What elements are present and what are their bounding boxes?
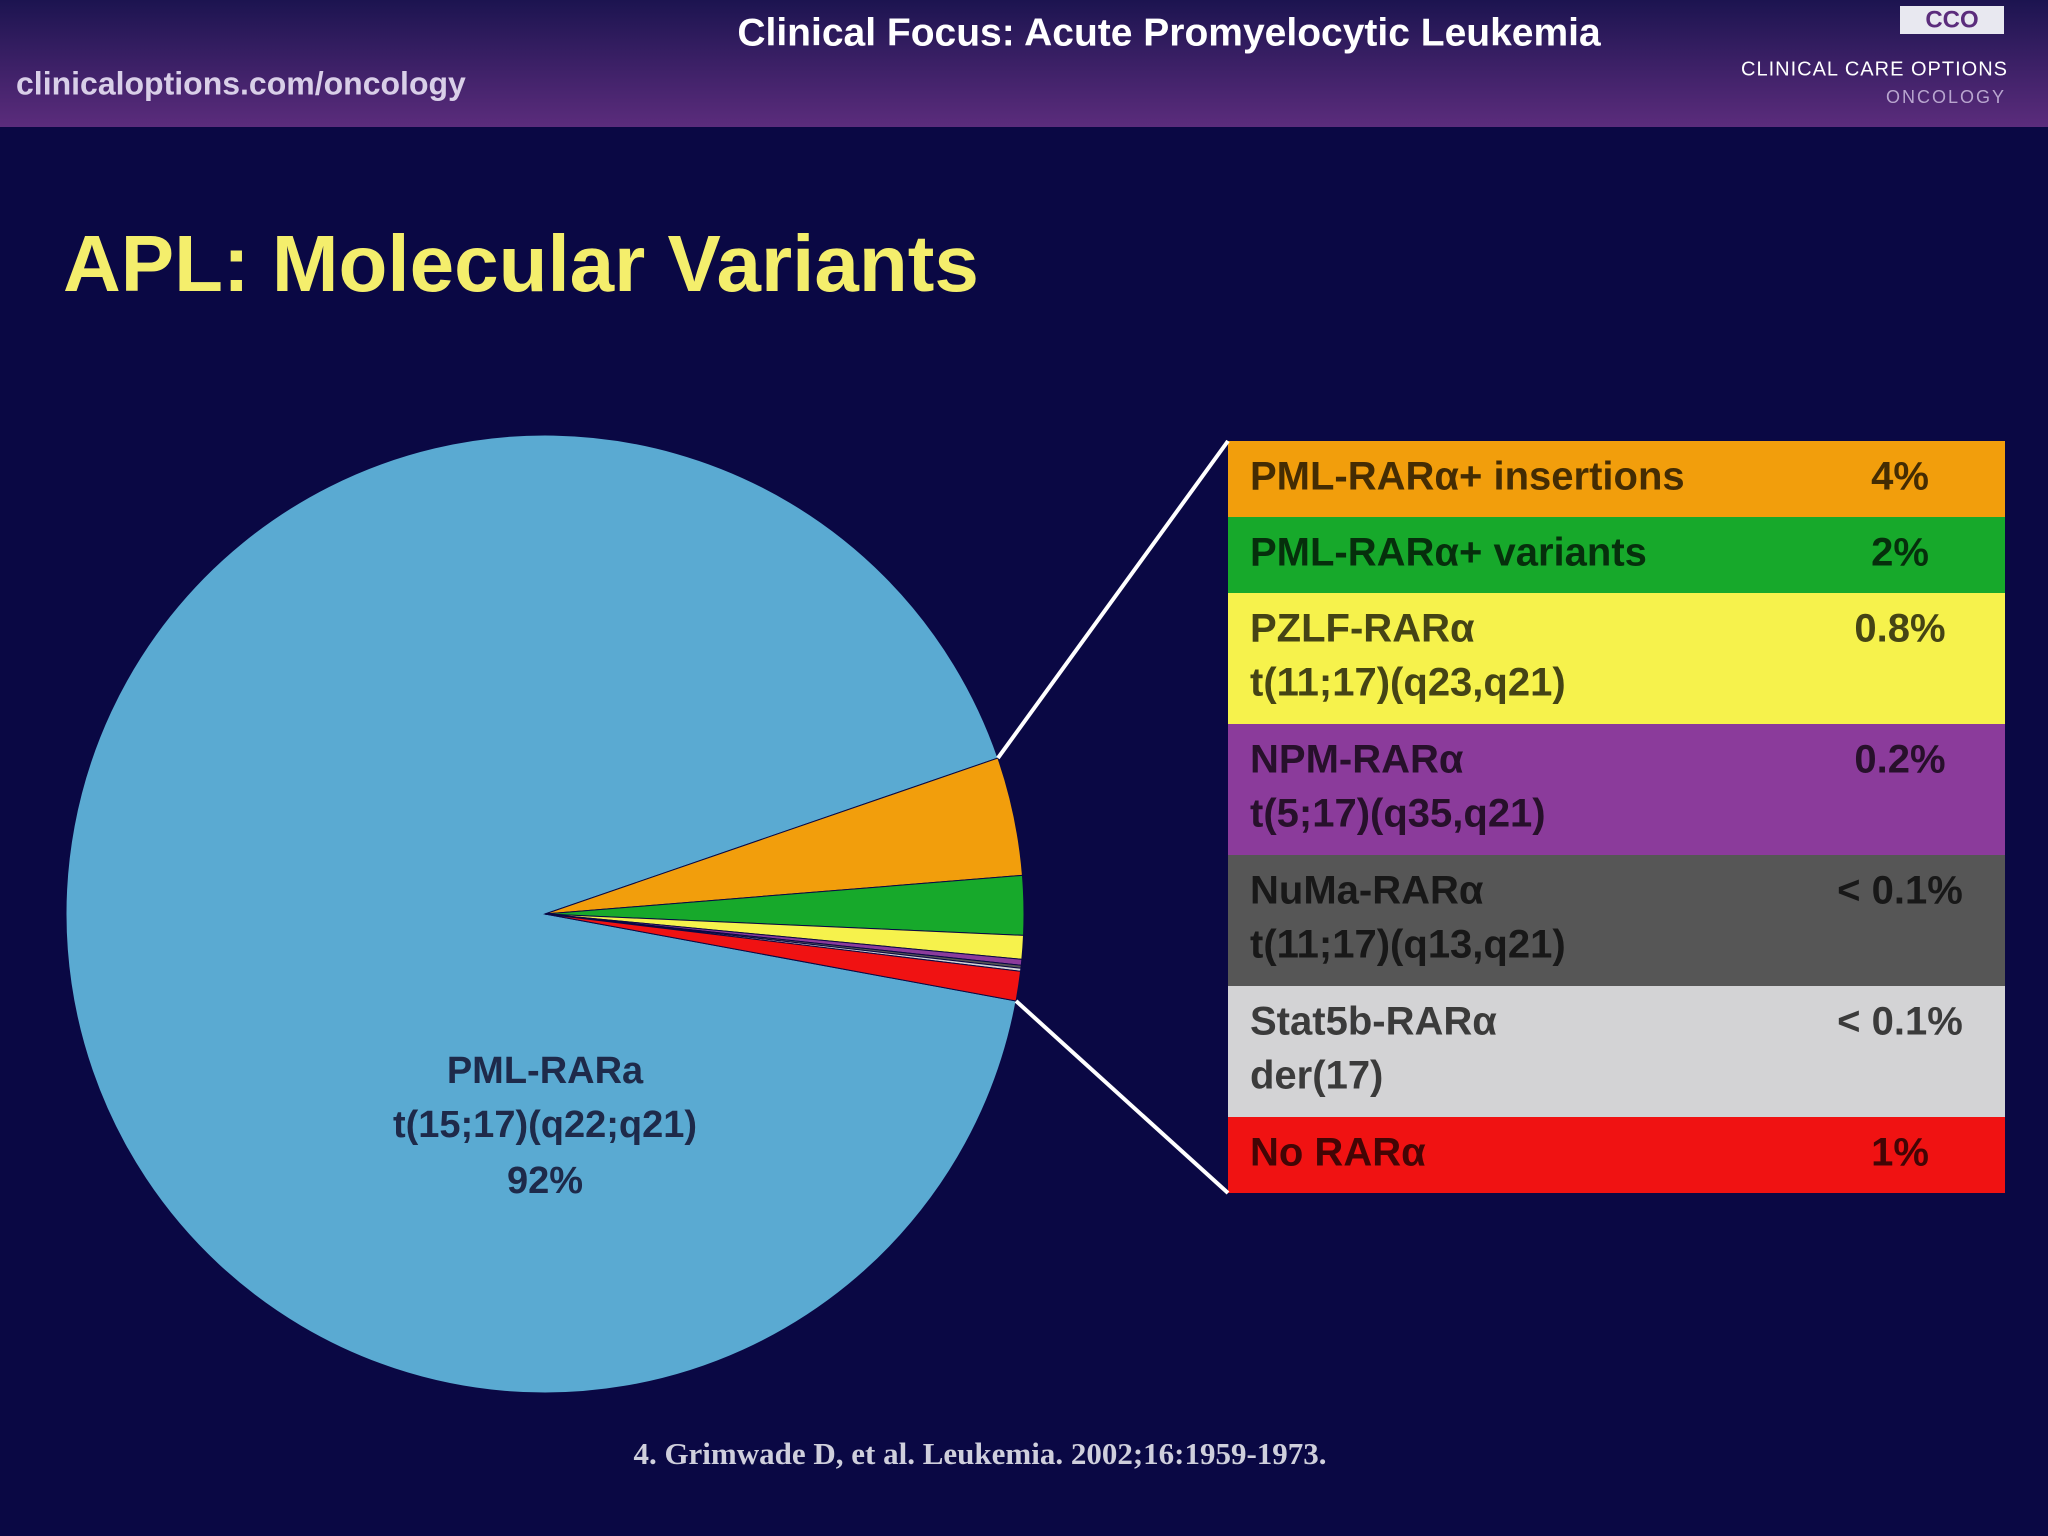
value-label: 1% bbox=[1871, 1131, 1929, 1175]
header-url: clinicaloptions.com/oncology bbox=[16, 65, 466, 101]
legend-subtitle: t(11;17)(q23,q21) bbox=[1250, 661, 1566, 705]
legend-name: PZLF-RARα bbox=[1250, 607, 1475, 651]
value-label: < 0.1% bbox=[1837, 869, 1963, 913]
logo-box bbox=[1900, 6, 2004, 34]
legend-row bbox=[1228, 517, 2005, 593]
value-label: 2% bbox=[1871, 531, 1929, 575]
logo-sub: ONCOLOGY bbox=[1886, 87, 2006, 107]
pie-slice bbox=[544, 913, 1022, 1002]
citation: 4. Grimwade D, et al. Leukemia. 2002;16:… bbox=[633, 1436, 1326, 1471]
value-label: 0.2% bbox=[1854, 738, 1945, 782]
slice-sublabel: t(15;17)(q22;q21) bbox=[393, 1104, 697, 1146]
legend-subtitle: der(17) bbox=[1250, 1054, 1383, 1098]
header-title: Clinical Focus: Acute Promyelocytic Leuk… bbox=[737, 11, 1601, 54]
legend-name: Stat5b-RARα bbox=[1250, 1000, 1497, 1044]
logo-name: CLINICAL CARE OPTIONS bbox=[1741, 58, 2008, 80]
legend-name: NPM-RARα bbox=[1250, 738, 1464, 782]
legend-subtitle: t(5;17)(q35,q21) bbox=[1250, 792, 1546, 836]
legend-row bbox=[1228, 441, 2005, 517]
logo-mark: CCO bbox=[1925, 6, 1978, 33]
legend-row bbox=[1228, 855, 2005, 986]
value-label: 0.8% bbox=[1854, 607, 1945, 651]
value-label: < 0.1% bbox=[1837, 1000, 1963, 1044]
legend-row bbox=[1228, 986, 2005, 1117]
slide-title: APL: Molecular Variants bbox=[63, 219, 979, 308]
legend-name: PML-RARα+ variants bbox=[1250, 531, 1647, 575]
header-bar bbox=[0, 0, 2048, 127]
pie-slice bbox=[65, 434, 1017, 1394]
legend-row bbox=[1228, 724, 2005, 855]
legend-name: NuMa-RARα bbox=[1250, 869, 1484, 913]
value-label: 4% bbox=[1871, 455, 1929, 499]
legend-name: PML-RARα+ insertions bbox=[1250, 455, 1685, 499]
connector-line bbox=[996, 439, 1230, 760]
slice-label: PML-RARa bbox=[447, 1050, 644, 1092]
legend-subtitle: t(11;17)(q13,q21) bbox=[1250, 923, 1566, 967]
connector-line bbox=[1014, 999, 1230, 1195]
legend-row bbox=[1228, 593, 2005, 724]
slice-value-label: 92% bbox=[507, 1160, 583, 1202]
legend-name: No RARα bbox=[1250, 1131, 1426, 1175]
legend-row bbox=[1228, 1117, 2005, 1193]
